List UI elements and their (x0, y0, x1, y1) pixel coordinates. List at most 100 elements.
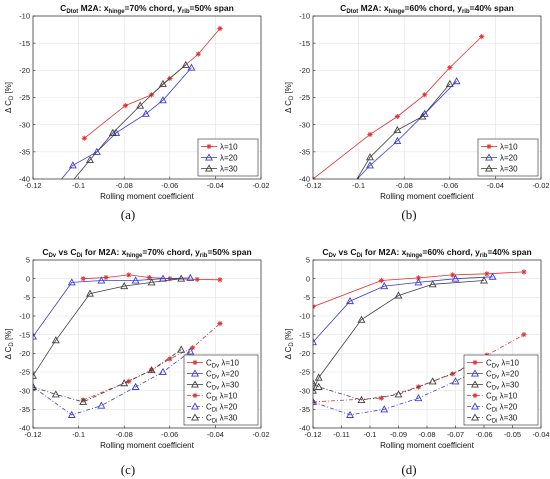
legend-entry-5: CDi λ=30 (486, 413, 518, 424)
data-point-s2-5 (480, 276, 488, 284)
y-tick-label: -35 (299, 405, 310, 414)
series-line-5 (33, 349, 182, 403)
data-point-s4-5 (186, 347, 195, 355)
x-tick-label: -0.1 (72, 181, 85, 190)
data-point-s0-1 (122, 103, 128, 109)
legend-entry-0: CDv λ=10 (206, 358, 239, 369)
data-point-s4-2 (380, 405, 389, 413)
data-point-s0-2 (394, 113, 400, 120)
y-tick-label: -5 (303, 293, 310, 302)
legend-marker-2 (191, 380, 199, 388)
y-tick-label: -20 (19, 349, 30, 358)
y-tick-label: -20 (299, 66, 310, 75)
data-point-s2-2 (357, 315, 366, 323)
y-tick-label: -25 (299, 93, 310, 102)
x-tick-label: -0.02 (252, 430, 269, 439)
legend-entry-3: CDi λ=10 (206, 391, 238, 402)
data-point-s2-2 (108, 128, 117, 136)
panel-label-a: (a) (121, 207, 135, 222)
data-point-s1-2 (380, 282, 389, 290)
y-tick-label: -40 (19, 175, 30, 184)
x-tick-label: -0.02 (532, 181, 549, 190)
y-tick-label: -35 (19, 147, 30, 156)
data-point-s2-0 (313, 386, 317, 394)
data-point-s1-1 (346, 296, 355, 305)
y-tick-label: -20 (19, 66, 30, 75)
data-point-s1-5 (488, 272, 497, 280)
x-tick-label: -0.06 (161, 430, 178, 439)
data-point-s2-3 (120, 282, 129, 290)
data-point-s2-4 (445, 79, 454, 87)
x-tick-label: -0.06 (441, 181, 458, 190)
data-point-s4-0 (313, 397, 317, 405)
x-tick-label: -0.02 (252, 181, 269, 190)
legend-marker-5 (191, 413, 199, 421)
x-tick-label: -0.04 (487, 181, 504, 190)
y-tick-label: -30 (19, 120, 30, 129)
data-point-s1-2 (97, 276, 106, 284)
data-point-s4-4 (451, 377, 460, 385)
series-line-2 (356, 83, 451, 179)
y-tick-label: -20 (299, 349, 310, 358)
legend-entry-2: CDv λ=30 (206, 380, 239, 391)
data-point-s5-0 (313, 379, 317, 387)
legend-marker-0 (472, 359, 478, 366)
series-group (313, 34, 485, 198)
legend: λ=10 λ=20 λ=30 (477, 138, 539, 177)
x-tick-label: -0.06 (475, 430, 492, 439)
legend-entry-1: λ=20 (220, 153, 238, 162)
legend-marker-4 (471, 402, 479, 410)
y-tick-label: -30 (19, 386, 30, 395)
data-point-s1-1 (366, 161, 374, 169)
x-tick-label: -0.07 (447, 430, 464, 439)
data-point-s1-0 (344, 187, 350, 193)
data-point-s1-0 (51, 184, 57, 190)
y-tick-label: -40 (19, 424, 30, 433)
data-point-s3-5 (521, 332, 527, 338)
data-point-s1-5 (186, 273, 195, 281)
grid (32, 15, 262, 180)
data-point-s1-2 (393, 136, 402, 144)
x-tick-label: -0.12 (24, 430, 41, 439)
panel-label-d: (d) (401, 462, 416, 477)
series-line-2 (73, 64, 187, 179)
series-line-4 (313, 362, 493, 416)
legend-marker-3 (472, 392, 478, 399)
data-point-s2-4 (147, 278, 156, 286)
x-tick-label: -0.1 (364, 430, 377, 439)
data-point-s2-3 (394, 291, 403, 299)
x-tick-label: -0.06 (161, 181, 178, 190)
data-point-s0-1 (103, 274, 109, 281)
y-tick-label: -15 (19, 330, 30, 339)
axes-frame (32, 259, 262, 429)
x-tick-label: -0.08 (116, 430, 133, 439)
y-tick-label: -25 (299, 368, 310, 377)
series-line-4 (33, 351, 191, 416)
data-point-s5-5 (177, 345, 186, 353)
data-point-s2-2 (393, 125, 402, 134)
data-point-s4-3 (131, 382, 140, 390)
data-point-s1-2 (92, 147, 101, 155)
chart-panel-c: -0.12 -0.1 -0.08 -0.06 -0.04 -0.02 -40 -35 -30 -2… (4, 247, 270, 450)
legend: λ=10 λ=20 λ=30 (197, 138, 259, 177)
y-tick-label: 5 (306, 256, 310, 265)
x-axis-label: Rolling moment coefficient (380, 441, 474, 450)
x-tick-label: -0.12 (304, 181, 321, 190)
y-tick-label: 0 (306, 274, 310, 283)
data-point-s2-1 (51, 336, 60, 344)
x-axis-label: Rolling moment coefficient (380, 192, 474, 201)
data-point-s0-5 (479, 34, 485, 40)
legend-marker-1 (485, 153, 493, 161)
data-point-s0-0 (80, 276, 86, 282)
data-point-s2-0 (344, 192, 350, 198)
legend-marker-2 (485, 164, 493, 172)
data-point-s5-2 (79, 397, 88, 405)
data-point-s2-0 (33, 371, 37, 379)
series-line-0 (313, 271, 524, 308)
panel-label-c: (c) (121, 462, 135, 477)
y-axis-label: Δ CD [%] (284, 82, 295, 113)
legend-entry-1: λ=20 (500, 153, 518, 162)
data-point-s0-0 (313, 304, 316, 310)
data-point-s5-1 (51, 390, 60, 398)
